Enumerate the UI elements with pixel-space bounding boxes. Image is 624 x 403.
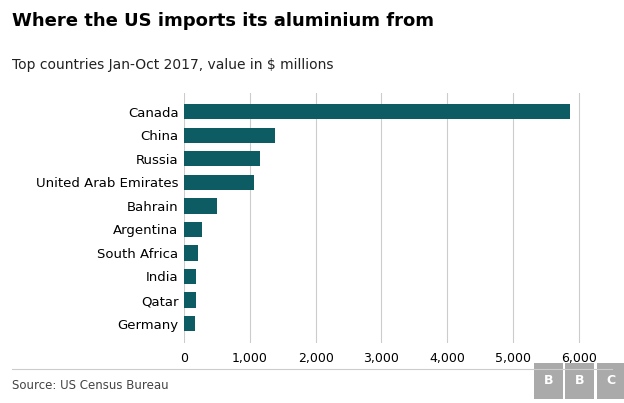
Text: Source: US Census Bureau: Source: US Census Bureau xyxy=(12,379,169,392)
Text: Top countries Jan-Oct 2017, value in $ millions: Top countries Jan-Oct 2017, value in $ m… xyxy=(12,58,334,73)
Bar xyxy=(184,151,260,166)
Bar xyxy=(184,104,570,119)
Bar xyxy=(184,128,275,143)
Bar xyxy=(184,316,195,331)
Text: B: B xyxy=(575,374,585,387)
Bar xyxy=(184,222,203,237)
Bar xyxy=(184,198,217,214)
Text: C: C xyxy=(607,374,615,387)
Bar xyxy=(184,174,255,190)
Bar xyxy=(184,245,198,261)
Text: Where the US imports its aluminium from: Where the US imports its aluminium from xyxy=(12,12,434,30)
Text: B: B xyxy=(544,374,553,387)
Bar xyxy=(184,269,196,284)
Bar xyxy=(184,292,195,307)
